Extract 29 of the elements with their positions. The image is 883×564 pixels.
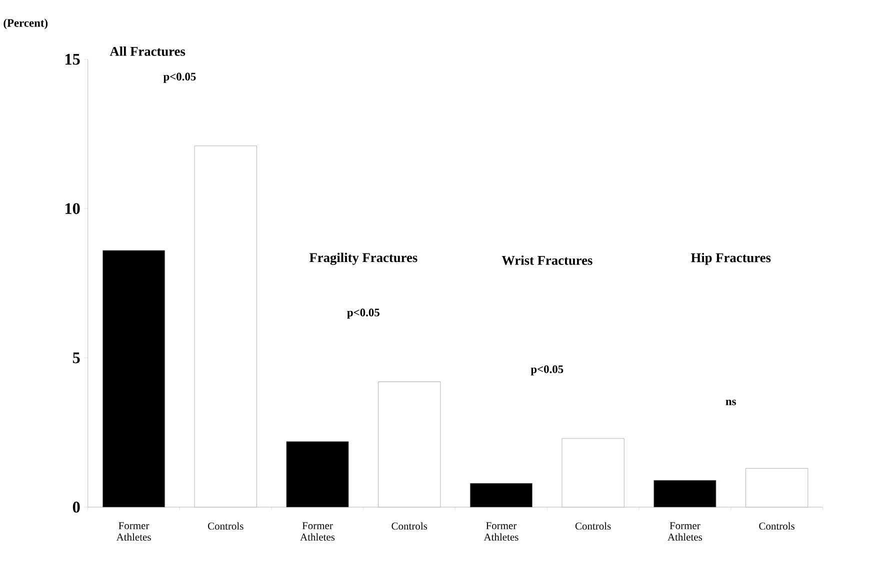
bar bbox=[378, 382, 441, 508]
bar bbox=[654, 480, 716, 508]
bar bbox=[562, 438, 624, 508]
x-tick-label: Former Athletes bbox=[300, 522, 335, 541]
y-tick-label: 5 bbox=[72, 352, 80, 364]
bar bbox=[194, 146, 257, 508]
annotation: Fragility Fractures bbox=[309, 252, 418, 266]
x-tick-label: Controls bbox=[759, 522, 794, 530]
annotation: p<0.05 bbox=[163, 72, 196, 84]
x-tick-label: Former Athletes bbox=[116, 522, 151, 541]
annotation: Hip Fractures bbox=[690, 253, 771, 266]
bar bbox=[286, 441, 349, 508]
bar bbox=[470, 483, 532, 508]
bar bbox=[102, 250, 166, 508]
y-axis-title: (Percent) bbox=[4, 18, 48, 30]
y-tick-label: 15 bbox=[66, 54, 80, 65]
annotation: p<0.05 bbox=[347, 308, 380, 319]
y-tick-label: 0 bbox=[72, 502, 80, 513]
x-tick-label: Former Athletes bbox=[484, 522, 518, 541]
annotation: ns bbox=[726, 400, 736, 406]
annotation: p<0.05 bbox=[530, 366, 564, 376]
x-tick-label: Former Athletes bbox=[668, 522, 702, 541]
x-tick-label: Controls bbox=[208, 522, 244, 530]
y-tick-label: 10 bbox=[66, 203, 80, 214]
x-tick-label: Controls bbox=[575, 522, 611, 530]
annotation: Wrist Fractures bbox=[502, 256, 592, 266]
bar bbox=[746, 468, 808, 508]
text: All Fractures bbox=[110, 46, 186, 56]
x-tick-label: Controls bbox=[392, 522, 428, 530]
